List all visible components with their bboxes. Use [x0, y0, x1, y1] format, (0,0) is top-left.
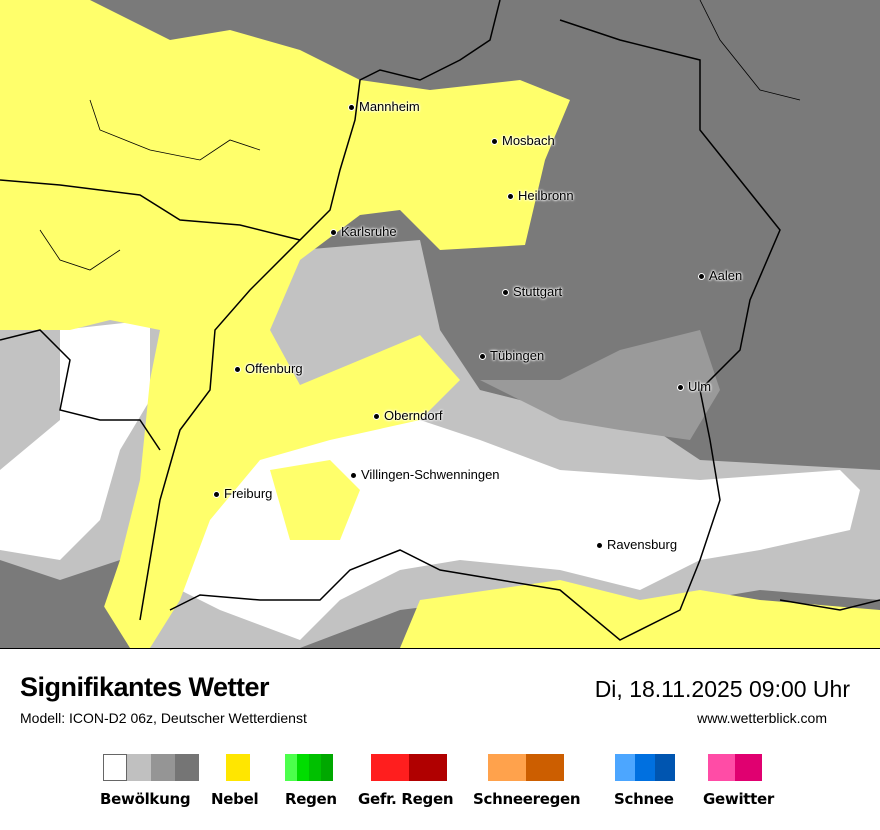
legend-color	[735, 754, 762, 781]
map-layers	[0, 0, 880, 648]
city-dot	[214, 492, 219, 498]
legend-swatch-regen	[285, 754, 333, 781]
city-ulm: Ulm	[678, 379, 711, 394]
city-ravensburg: Ravensburg	[597, 537, 677, 552]
city-karlsruhe: Karlsruhe	[331, 224, 397, 239]
legend-label-regen: Regen	[285, 790, 337, 808]
legend-swatch-schnee	[615, 754, 675, 781]
legend-swatch-schneeregen	[488, 754, 564, 781]
city-dot	[374, 414, 379, 420]
city-dot	[351, 473, 356, 479]
legend-swatch-gefr-regen	[371, 754, 447, 781]
district-lines	[39, 0, 801, 271]
legend-color	[371, 754, 409, 781]
legend-label-bewoelkung: Bewölkung	[100, 790, 191, 808]
city-dot	[597, 543, 602, 549]
city-stuttgart: Stuttgart	[503, 284, 562, 299]
legend-color	[151, 754, 175, 781]
legend-color	[708, 754, 735, 781]
legend-color	[488, 754, 526, 781]
model-info: Modell: ICON-D2 06z, Deutscher Wetterdie…	[20, 710, 307, 726]
legend-color	[635, 754, 655, 781]
forecast-datetime: Di, 18.11.2025 09:00 Uhr	[594, 676, 850, 702]
city-aalen: Aalen	[699, 268, 742, 283]
fog-area	[0, 0, 570, 648]
weather-map: Mannheim Mosbach Heilbronn Karlsruhe Aal…	[0, 0, 880, 649]
legend-label-schneeregen: Schneeregen	[473, 790, 581, 808]
legend-swatch-gewitter	[708, 754, 762, 781]
legend-color	[655, 754, 675, 781]
legend-swatch-bewoelkung	[103, 754, 199, 781]
city-offenburg: Offenburg	[235, 361, 303, 376]
clear-area	[180, 420, 860, 640]
city-dot	[508, 194, 513, 200]
legend-color	[127, 754, 151, 781]
city-dot	[235, 367, 240, 373]
legend-swatch-nebel	[226, 754, 250, 781]
city-dot	[480, 354, 485, 360]
city-dot	[699, 274, 704, 280]
legend-color	[309, 754, 321, 781]
legend-color	[297, 754, 309, 781]
overcast-southwest	[0, 590, 130, 648]
city-dot	[492, 139, 497, 145]
city-oberndorf: Oberndorf	[374, 408, 443, 423]
city-mannheim: Mannheim	[349, 99, 420, 114]
legend-label-gefr-regen: Gefr. Regen	[358, 790, 454, 808]
city-dot	[331, 230, 336, 236]
city-freiburg: Freiburg	[214, 486, 272, 501]
city-villingen-schwenningen: Villingen-Schwenningen	[351, 467, 500, 482]
legend-color	[321, 754, 333, 781]
website-link[interactable]: www.wetterblick.com	[697, 710, 827, 726]
borders	[0, 0, 880, 641]
city-dot	[678, 385, 683, 391]
city-dot	[349, 105, 354, 111]
legend-color	[615, 754, 635, 781]
city-mosbach: Mosbach	[492, 133, 555, 148]
fog-area-alb	[270, 460, 360, 540]
city-heilbronn: Heilbronn	[508, 188, 574, 203]
fog-area-south	[400, 580, 880, 648]
legend-label-gewitter: Gewitter	[703, 790, 774, 808]
legend-color	[103, 754, 127, 781]
city-dot	[503, 290, 508, 296]
legend-color	[175, 754, 199, 781]
legend-color	[226, 754, 250, 781]
legend-label-nebel: Nebel	[211, 790, 259, 808]
map-title: Signifikantes Wetter	[20, 672, 270, 702]
legend-color	[526, 754, 564, 781]
cloudy-area	[480, 330, 720, 440]
legend-label-schnee: Schnee	[614, 790, 674, 808]
legend-color	[409, 754, 447, 781]
clear-area-west	[0, 320, 150, 560]
city-tuebingen: Tübingen	[480, 348, 544, 363]
legend-color	[285, 754, 297, 781]
